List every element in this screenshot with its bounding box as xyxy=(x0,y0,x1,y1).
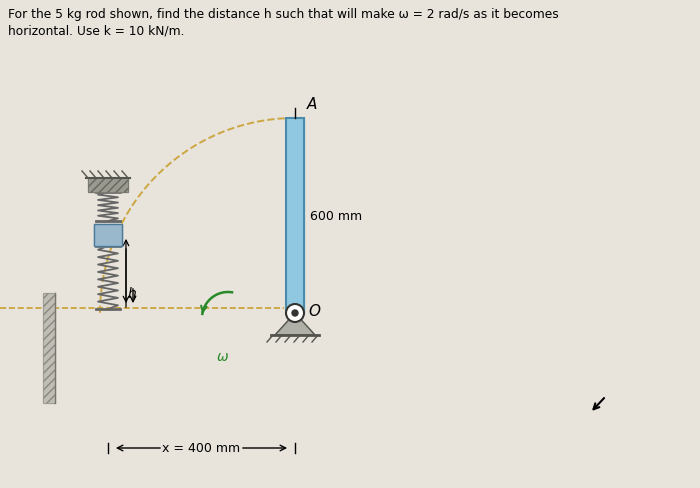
Text: O: O xyxy=(308,304,320,319)
Text: A: A xyxy=(307,97,317,112)
Text: x = 400 mm: x = 400 mm xyxy=(162,442,241,454)
Bar xyxy=(94,224,122,246)
Circle shape xyxy=(292,310,298,316)
Bar xyxy=(286,118,304,313)
Polygon shape xyxy=(275,313,315,335)
Text: For the 5 kg rod shown, find the distance h such that will make ω = 2 rad/s as i: For the 5 kg rod shown, find the distanc… xyxy=(8,8,559,21)
Text: h: h xyxy=(128,287,136,301)
Text: ω: ω xyxy=(217,350,229,364)
Text: horizontal. Use k = 10 kN/m.: horizontal. Use k = 10 kN/m. xyxy=(8,25,185,38)
Circle shape xyxy=(286,304,304,322)
Bar xyxy=(94,224,122,246)
Bar xyxy=(88,178,128,192)
Bar xyxy=(43,293,55,403)
Bar xyxy=(286,118,304,313)
Bar xyxy=(88,178,128,192)
Text: 600 mm: 600 mm xyxy=(310,209,362,223)
Bar xyxy=(43,293,55,403)
